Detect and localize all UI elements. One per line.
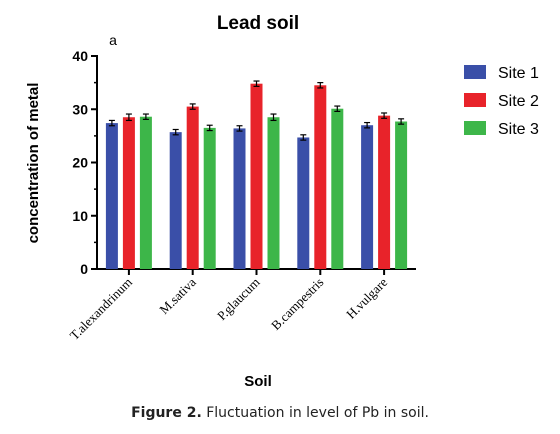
figure-caption: Figure 2. Fluctuation in level of Pb in … [0,405,560,421]
y-tick-label: 40 [72,48,88,64]
bar [250,83,263,269]
bar [122,117,135,269]
y-tick-label: 0 [80,261,88,277]
bar [297,137,310,269]
x-axis: T.alexandrinum M.sativa P.glaucum B.campest… [67,268,416,343]
bar [267,117,280,269]
bar [139,116,152,269]
legend-entry: Site 2 [498,93,539,110]
bar [233,128,246,269]
y-axis: 0 10 20 30 40 [72,48,98,277]
legend-swatch [464,65,486,79]
legend-swatch [464,121,486,135]
x-tick-label: B.campestris [268,275,326,333]
panel-label: a [109,32,117,48]
bar [331,108,344,269]
bar [361,125,374,269]
caption-label: Figure 2. [131,405,202,421]
legend-entry: Site 1 [498,65,539,82]
legend: Site 1 Site 2 Site 3 [464,65,539,138]
bar [169,132,182,269]
chart-title: Lead soil [217,13,299,34]
bar [105,123,118,269]
x-tick-label: M.sativa [156,274,199,317]
bar [186,106,199,270]
bar [378,115,391,269]
bar-chart: Lead soil a concentration of metal Soil … [25,13,539,390]
x-tick-label: P.glaucum [214,275,263,324]
caption-text: Fluctuation in level of Pb in soil. [206,405,429,421]
x-axis-label: Soil [244,373,272,390]
legend-swatch [464,93,486,107]
bar [395,121,408,269]
bar [203,127,216,269]
y-axis-label: concentration of metal [25,83,42,244]
bars [105,80,408,270]
y-tick-label: 10 [72,208,88,224]
x-tick-label: H.vulgare [343,274,390,321]
legend-entry: Site 3 [498,121,539,138]
bar [314,85,327,269]
y-tick-label: 30 [72,101,88,117]
x-tick-label: T.alexandrinum [67,275,135,343]
y-tick-label: 20 [72,155,88,171]
